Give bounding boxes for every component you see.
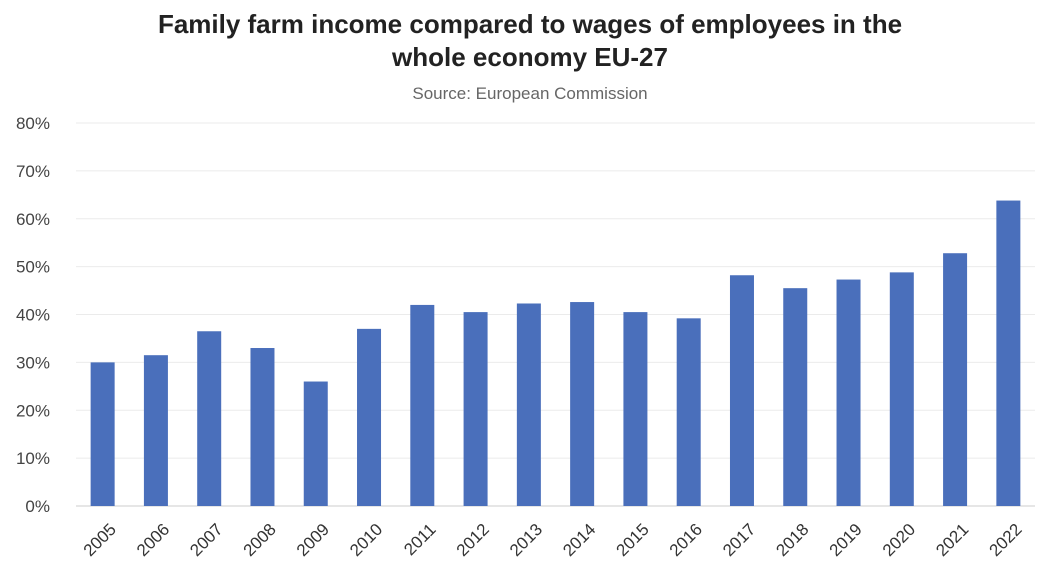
x-axis-ticks: 2005 2006 2007 2008 2009 2010 2011 2012 2013 2014… <box>80 520 1026 560</box>
bar-2018 <box>783 288 808 506</box>
bar-2007 <box>197 331 222 506</box>
bar-2021 <box>943 253 968 506</box>
chart-title-line-1: Family farm income compared to wages of … <box>157 9 903 39</box>
x-tick-label: 2014 <box>559 520 599 560</box>
y-tick-label: 70% <box>16 162 50 181</box>
x-tick-label: 2013 <box>506 520 546 560</box>
bar-2011 <box>410 304 435 506</box>
bar-2006 <box>143 355 168 506</box>
x-tick-label: 2009 <box>293 520 333 560</box>
bar-2012 <box>463 312 488 506</box>
bar-2015 <box>623 312 648 506</box>
x-tick-label: 2019 <box>826 520 866 560</box>
bar-2013 <box>516 303 541 506</box>
bar-2020 <box>889 272 914 506</box>
x-tick-label: 2008 <box>240 520 280 560</box>
x-tick-label: 2007 <box>186 520 226 560</box>
bar-2016 <box>676 318 701 506</box>
bar-2014 <box>570 302 595 506</box>
x-tick-label: 2020 <box>879 520 919 560</box>
x-tick-label: 2006 <box>133 520 173 560</box>
x-tick-label: 2011 <box>400 520 439 559</box>
y-tick-label: 10% <box>16 449 50 468</box>
bar-2009 <box>303 381 328 506</box>
y-tick-label: 20% <box>16 401 50 420</box>
gridlines <box>76 122 1035 507</box>
x-tick-label: 2010 <box>346 520 386 560</box>
chart-title: Family farm income compared to wages of … <box>0 8 1060 74</box>
bar-2022 <box>996 200 1021 506</box>
x-tick-label: 2018 <box>772 520 812 560</box>
y-tick-label: 80% <box>16 114 50 133</box>
bar-2008 <box>250 348 275 506</box>
x-tick-label: 2016 <box>666 520 706 560</box>
bar-2017 <box>729 275 754 506</box>
y-tick-label: 40% <box>16 306 50 325</box>
bar-2019 <box>836 279 861 506</box>
x-tick-label: 2005 <box>80 520 120 560</box>
y-tick-label: 30% <box>16 353 50 372</box>
chart-title-line-2: whole economy EU-27 <box>392 42 668 72</box>
y-axis-ticks: 0% 10% 20% 30% 40% 50% 60% 70% 80% <box>16 114 50 516</box>
chart-subtitle: Source: European Commission <box>412 84 648 103</box>
y-tick-label: 0% <box>25 497 50 516</box>
bar-2005 <box>90 362 115 506</box>
x-tick-label: 2022 <box>985 520 1025 560</box>
x-tick-label: 2021 <box>932 520 972 560</box>
x-tick-label: 2017 <box>719 520 759 560</box>
x-tick-label: 2012 <box>453 520 493 560</box>
y-tick-label: 60% <box>16 210 50 229</box>
y-tick-label: 50% <box>16 258 50 277</box>
bar-2010 <box>357 328 382 506</box>
x-tick-label: 2015 <box>613 520 653 560</box>
bars <box>90 200 1021 506</box>
